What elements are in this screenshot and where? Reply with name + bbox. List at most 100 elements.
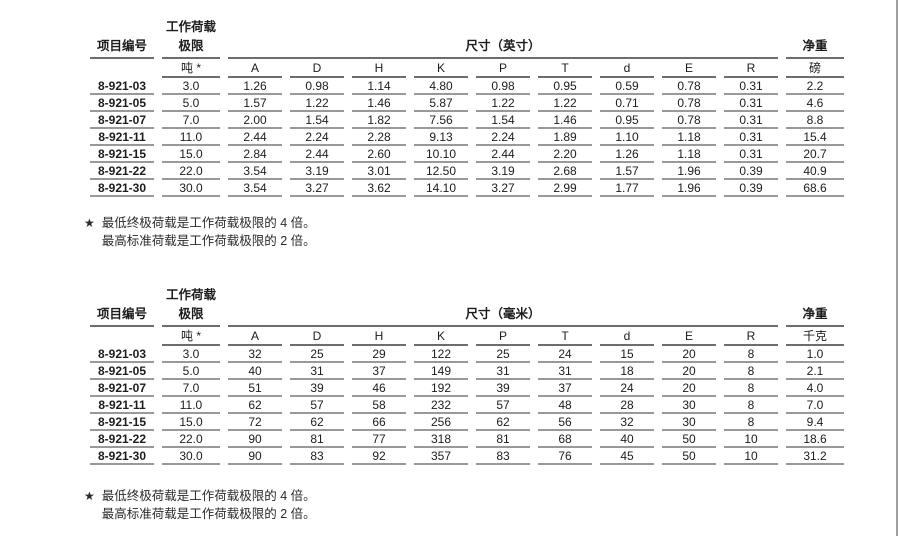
spec-row: 8-921-22 22.0 3.54 3.19 3.01 12.50 3.19 2.68 1.5…: [90, 163, 844, 180]
dimension-value-cell: 30: [662, 414, 716, 431]
item-number-cell: 8-921-15: [90, 414, 154, 431]
empty-header-cell: [90, 327, 154, 346]
dimension-value-cell: 3.19: [290, 163, 344, 180]
dimension-value-cell: 83: [476, 448, 530, 465]
item-number-cell: 8-921-07: [90, 112, 154, 129]
dimension-value-cell: 357: [414, 448, 468, 465]
dimension-value-cell: 62: [476, 414, 530, 431]
dimension-value-cell: 4.80: [414, 78, 468, 95]
dimension-value-cell: 9.13: [414, 129, 468, 146]
dimension-value-cell: 57: [290, 397, 344, 414]
wll-unit-header-tons: 吨 *: [162, 59, 220, 78]
dimension-value-cell: 58: [352, 397, 406, 414]
empty-header-cell: [90, 59, 154, 78]
spec-row: 8-921-30 30.0 90 83 92 357 83 76 45 50 10 31.2: [90, 448, 844, 465]
dimension-value-cell: 31: [476, 363, 530, 380]
dimension-value-cell: 72: [228, 414, 282, 431]
dimension-value-cell: 31: [290, 363, 344, 380]
spec-row: 8-921-22 22.0 90 81 77 318 81 68 40 50 10 18.6: [90, 431, 844, 448]
dimension-value-cell: 14.10: [414, 180, 468, 197]
spec-row: 8-921-11 11.0 62 57 58 232 57 48 28 30 8 7.0: [90, 397, 844, 414]
dim-column-header: K: [414, 327, 468, 346]
net-weight-value-cell: 1.0: [786, 346, 844, 363]
dimension-value-cell: 1.57: [600, 163, 654, 180]
dimension-value-cell: 0.31: [724, 146, 778, 163]
dimension-value-cell: 3.54: [228, 163, 282, 180]
item-number-cell: 8-921-05: [90, 363, 154, 380]
dimension-value-cell: 37: [538, 380, 592, 397]
wll-value-cell: 30.0: [162, 448, 220, 465]
dimension-value-cell: 81: [290, 431, 344, 448]
dimension-value-cell: 3.27: [290, 180, 344, 197]
dimension-value-cell: 66: [352, 414, 406, 431]
dimension-value-cell: 50: [662, 431, 716, 448]
wll-value-cell: 30.0: [162, 180, 220, 197]
net-weight-value-cell: 68.6: [786, 180, 844, 197]
dimension-value-cell: 8: [724, 346, 778, 363]
footnote-line-1: 最低终极荷载是工作荷载极限的 4 倍。: [101, 216, 316, 230]
dimension-value-cell: 1.22: [290, 95, 344, 112]
dimension-value-cell: 2.00: [228, 112, 282, 129]
dimension-value-cell: 77: [352, 431, 406, 448]
dimension-value-cell: 1.54: [290, 112, 344, 129]
dimension-value-cell: 68: [538, 431, 592, 448]
spec-row: 8-921-30 30.0 3.54 3.27 3.62 14.10 3.27 2.99 1.7…: [90, 180, 844, 197]
dimension-value-cell: 45: [600, 448, 654, 465]
dimension-value-cell: 90: [228, 431, 282, 448]
dimension-value-cell: 57: [476, 397, 530, 414]
dim-column-header: H: [352, 327, 406, 346]
dimension-value-cell: 32: [228, 346, 282, 363]
item-number-cell: 8-921-30: [90, 180, 154, 197]
dimension-value-cell: 1.77: [600, 180, 654, 197]
dimension-value-cell: 10.10: [414, 146, 468, 163]
dimension-value-cell: 0.95: [600, 112, 654, 129]
item-number-cell: 8-921-15: [90, 146, 154, 163]
dimension-value-cell: 83: [290, 448, 344, 465]
dim-column-header: K: [414, 59, 468, 78]
dim-column-header: d: [600, 327, 654, 346]
dimension-value-cell: 0.78: [662, 95, 716, 112]
header-group-row: 项目编号 工作荷载 极限 尺寸（英寸） 净重: [90, 14, 844, 59]
dimension-value-cell: 62: [228, 397, 282, 414]
col-header-working-load-limit: 工作荷载 极限: [162, 14, 220, 59]
dimension-value-cell: 92: [352, 448, 406, 465]
spec-table-body: 8-921-03 3.0 1.26 0.98 1.14 4.80 0.98 0.95 0.59 0…: [90, 78, 844, 197]
dimension-value-cell: 1.22: [476, 95, 530, 112]
dimension-value-cell: 32: [600, 414, 654, 431]
dim-column-header: A: [228, 59, 282, 78]
dim-column-header: H: [352, 59, 406, 78]
dim-column-header: A: [228, 327, 282, 346]
weight-unit-header-kg: 千克: [786, 327, 844, 346]
dimension-value-cell: 1.18: [662, 129, 716, 146]
net-weight-value-cell: 31.2: [786, 448, 844, 465]
spec-row: 8-921-03 3.0 32 25 29 122 25 24 15 20 8 1.0: [90, 346, 844, 363]
dimension-value-cell: 40: [600, 431, 654, 448]
dimension-value-cell: 39: [290, 380, 344, 397]
dimension-value-cell: 76: [538, 448, 592, 465]
dim-column-header: R: [724, 327, 778, 346]
col-group-dimensions-mm: 尺寸（毫米）: [228, 282, 778, 327]
dimension-value-cell: 0.31: [724, 95, 778, 112]
dim-column-header: d: [600, 59, 654, 78]
dimension-value-cell: 149: [414, 363, 468, 380]
dimension-value-cell: 48: [538, 397, 592, 414]
dimension-value-cell: 2.60: [352, 146, 406, 163]
net-weight-value-cell: 9.4: [786, 414, 844, 431]
dimension-value-cell: 3.01: [352, 163, 406, 180]
dimension-value-cell: 0.98: [476, 78, 530, 95]
dimension-value-cell: 0.71: [600, 95, 654, 112]
dim-column-header: P: [476, 327, 530, 346]
item-number-cell: 8-921-05: [90, 95, 154, 112]
dimension-value-cell: 1.57: [228, 95, 282, 112]
dimension-value-cell: 18: [600, 363, 654, 380]
dimension-value-cell: 7.56: [414, 112, 468, 129]
wll-label-line2: 极限: [178, 307, 204, 321]
wll-unit-header-tons: 吨 *: [162, 327, 220, 346]
dimension-value-cell: 81: [476, 431, 530, 448]
dimension-value-cell: 1.26: [600, 146, 654, 163]
dimension-value-cell: 1.10: [600, 129, 654, 146]
dimension-value-cell: 56: [538, 414, 592, 431]
dim-column-header: D: [290, 59, 344, 78]
